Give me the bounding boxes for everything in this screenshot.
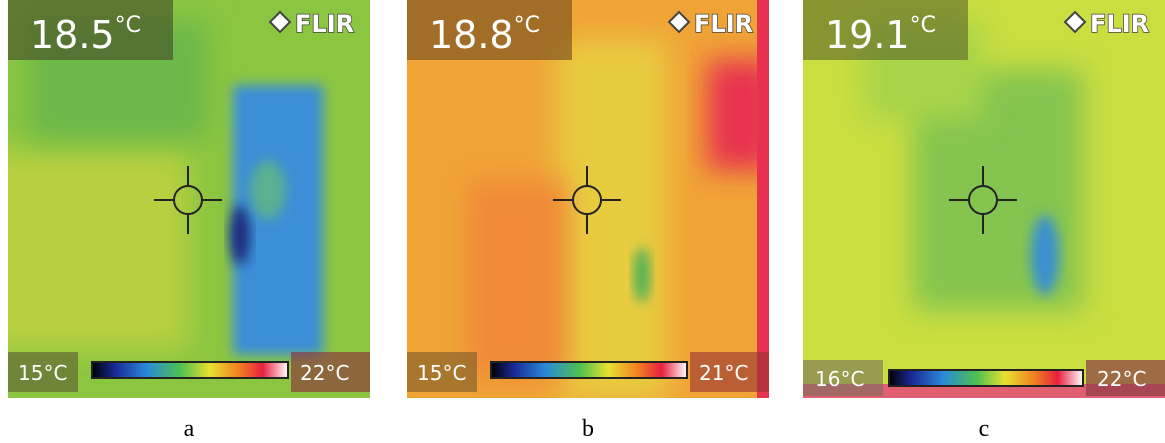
reading: 18.8 [429, 13, 514, 57]
scale-min: 16°C [815, 367, 864, 391]
caption: b [582, 416, 594, 442]
scale-min: 15°C [417, 361, 466, 385]
thermal-panel: 19.1°C FLIR 16°C 22°C c [803, 0, 1165, 442]
reading-unit: °C [910, 13, 936, 38]
caption: c [979, 416, 990, 442]
scale-max: 21°C [699, 361, 748, 385]
thermal-panel: 18.8°C FLIR 15°C 21°C b [407, 0, 777, 442]
caption: a [184, 416, 195, 442]
scale-max: 22°C [300, 361, 349, 385]
thermal-panel: 18.5°C FLIR 15°C 22°C a [0, 0, 370, 442]
figure: 18.5°C FLIR 15°C 22°C a 18.8°C FLIR 15°C… [0, 0, 1165, 443]
logo: FLIR [694, 10, 753, 38]
reading: 19.1 [825, 13, 910, 57]
logo: FLIR [295, 10, 354, 38]
scale-min: 15°C [18, 361, 67, 385]
reading-unit: °C [514, 13, 540, 38]
reading-unit: °C [115, 13, 141, 38]
scale-max: 22°C [1097, 367, 1146, 391]
page: 18.5°C FLIR 15°C 22°C a 18.8°C FLIR 15°C… [0, 0, 1165, 443]
reading: 18.5 [30, 13, 115, 57]
logo: FLIR [1090, 10, 1149, 38]
